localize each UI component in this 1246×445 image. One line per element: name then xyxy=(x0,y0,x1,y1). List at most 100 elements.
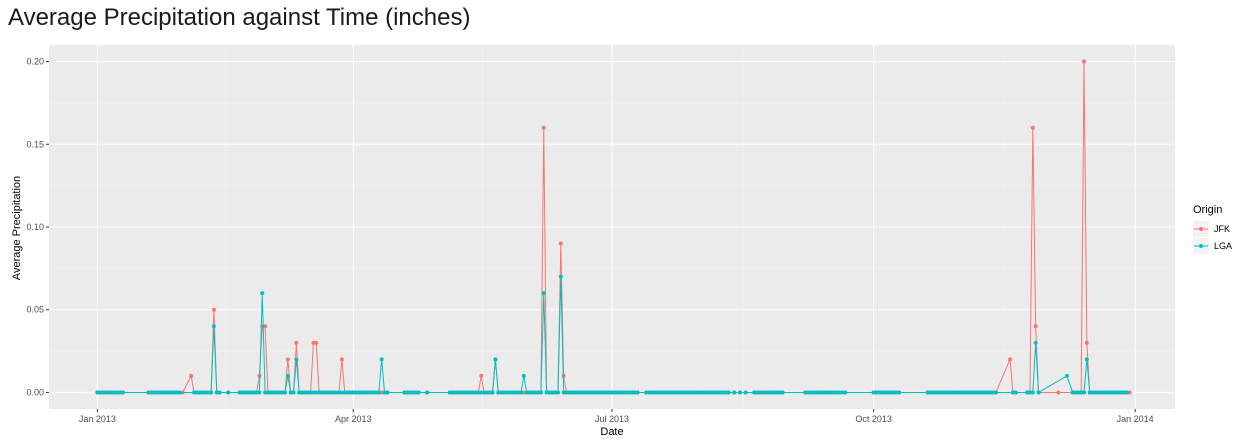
data-point-lga xyxy=(1013,390,1018,395)
data-point-lga xyxy=(1087,390,1092,395)
data-point-lga xyxy=(956,390,961,395)
data-point-lga xyxy=(888,390,893,395)
data-point-jfk xyxy=(541,125,546,130)
data-point-lga xyxy=(612,390,617,395)
data-point-lga xyxy=(473,390,478,395)
data-point-lga xyxy=(149,390,154,395)
data-point-lga xyxy=(524,390,529,395)
data-point-jfk xyxy=(1008,357,1013,362)
data-point-lga xyxy=(300,390,305,395)
data-point-lga xyxy=(885,390,890,395)
data-point-lga xyxy=(985,390,990,395)
data-point-lga xyxy=(516,390,521,395)
data-point-lga xyxy=(541,291,546,296)
data-point-jfk xyxy=(211,307,216,312)
x-tick-label: Jan 2013 xyxy=(79,414,116,424)
data-point-lga xyxy=(820,390,825,395)
data-point-lga xyxy=(408,390,413,395)
data-point-jfk xyxy=(1033,324,1038,329)
data-point-lga xyxy=(925,390,930,395)
data-point-lga xyxy=(203,390,208,395)
data-point-lga xyxy=(146,390,151,395)
data-point-lga xyxy=(106,390,111,395)
data-point-lga xyxy=(646,390,651,395)
data-point-lga xyxy=(200,390,205,395)
data-point-lga xyxy=(544,390,549,395)
data-point-lga xyxy=(595,390,600,395)
data-point-lga xyxy=(709,390,714,395)
data-point-lga xyxy=(251,390,256,395)
data-point-jfk xyxy=(558,241,563,246)
data-point-lga xyxy=(450,390,455,395)
data-point-lga xyxy=(152,390,157,395)
data-point-lga xyxy=(720,390,725,395)
data-point-lga xyxy=(1113,390,1118,395)
data-point-lga xyxy=(305,390,310,395)
data-point-lga xyxy=(635,390,640,395)
data-point-lga xyxy=(1036,390,1041,395)
data-point-lga xyxy=(217,390,222,395)
data-point-jfk xyxy=(1056,390,1061,395)
data-point-lga xyxy=(519,390,524,395)
data-point-lga xyxy=(302,390,307,395)
data-point-lga xyxy=(777,390,782,395)
data-point-lga xyxy=(644,390,649,395)
data-point-jfk xyxy=(263,324,268,329)
data-point-lga xyxy=(737,390,742,395)
data-point-lga xyxy=(843,390,848,395)
data-point-lga xyxy=(1070,390,1075,395)
data-point-lga xyxy=(954,390,959,395)
data-point-lga xyxy=(598,390,603,395)
data-point-lga xyxy=(521,373,526,378)
legend: Origin JFK LGA xyxy=(1193,204,1232,254)
data-point-lga xyxy=(649,390,654,395)
data-point-lga xyxy=(354,390,359,395)
data-point-lga xyxy=(700,390,705,395)
data-point-lga xyxy=(672,390,677,395)
data-point-lga xyxy=(479,390,484,395)
data-point-lga xyxy=(1033,340,1038,345)
data-point-lga xyxy=(115,390,120,395)
data-point-lga xyxy=(669,390,674,395)
data-point-lga xyxy=(285,373,290,378)
data-point-lga xyxy=(1082,390,1087,395)
data-point-lga xyxy=(351,390,356,395)
data-point-lga xyxy=(425,390,430,395)
data-point-lga xyxy=(1090,390,1095,395)
data-point-lga xyxy=(339,390,344,395)
data-point-lga xyxy=(652,390,657,395)
series-lga xyxy=(95,274,1129,395)
data-point-lga xyxy=(510,390,515,395)
data-point-lga xyxy=(831,390,836,395)
data-point-lga xyxy=(416,390,421,395)
data-point-lga xyxy=(979,390,984,395)
y-tick-label: 0.10 xyxy=(26,222,44,232)
data-point-lga xyxy=(365,390,370,395)
data-point-lga xyxy=(590,390,595,395)
data-point-lga xyxy=(834,390,839,395)
data-point-lga xyxy=(118,390,123,395)
data-point-lga xyxy=(1093,390,1098,395)
data-point-lga xyxy=(413,390,418,395)
data-point-lga xyxy=(501,390,506,395)
y-tick-label: 0.15 xyxy=(26,139,44,149)
data-point-lga xyxy=(837,390,842,395)
data-point-lga xyxy=(570,390,575,395)
data-point-lga xyxy=(698,390,703,395)
data-point-lga xyxy=(774,390,779,395)
data-point-lga xyxy=(254,390,259,395)
data-point-lga xyxy=(291,390,296,395)
data-point-jfk xyxy=(314,340,319,345)
data-point-lga xyxy=(601,390,606,395)
data-point-lga xyxy=(993,390,998,395)
data-point-jfk xyxy=(1084,340,1089,345)
data-point-lga xyxy=(814,390,819,395)
data-point-lga xyxy=(1030,390,1035,395)
data-point-lga xyxy=(618,390,623,395)
data-point-lga xyxy=(965,390,970,395)
data-point-lga xyxy=(877,390,882,395)
data-point-lga xyxy=(763,390,768,395)
data-point-lga xyxy=(1025,390,1030,395)
data-point-lga xyxy=(1084,357,1089,362)
